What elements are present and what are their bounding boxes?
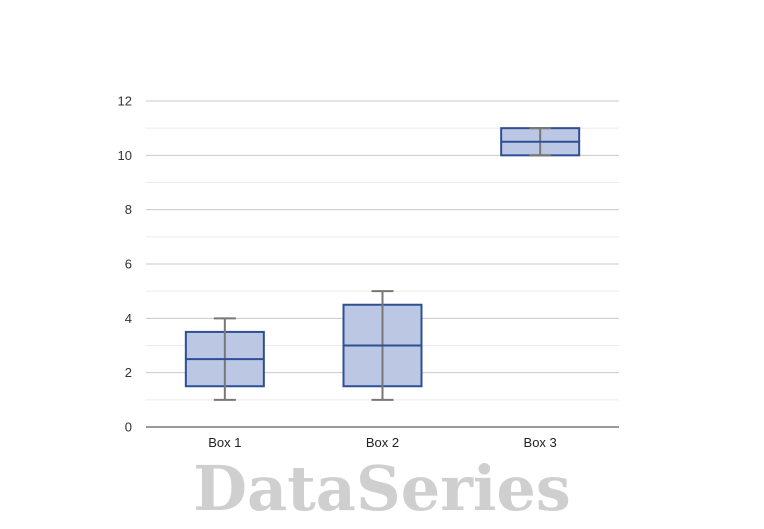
y-tick-label: 0 [125, 420, 132, 435]
y-axis-tick-labels: 0 2 4 6 8 10 12 [118, 94, 132, 435]
y-tick-label: 6 [125, 257, 132, 272]
box-series [184, 127, 581, 401]
x-category-label: Box 1 [208, 435, 241, 450]
y-tick-label: 10 [118, 148, 132, 163]
y-tick-label: 2 [125, 365, 132, 380]
y-tick-label: 8 [125, 202, 132, 217]
box-2 [342, 290, 423, 401]
box-1 [184, 317, 265, 401]
watermark-logo: DataSeries [193, 452, 571, 525]
y-tick-label: 12 [118, 94, 132, 109]
box-3 [500, 127, 581, 157]
y-tick-label: 4 [125, 311, 132, 326]
x-category-label: Box 2 [366, 435, 399, 450]
x-axis-category-labels: Box 1 Box 2 Box 3 [208, 435, 557, 450]
x-category-label: Box 3 [524, 435, 557, 450]
